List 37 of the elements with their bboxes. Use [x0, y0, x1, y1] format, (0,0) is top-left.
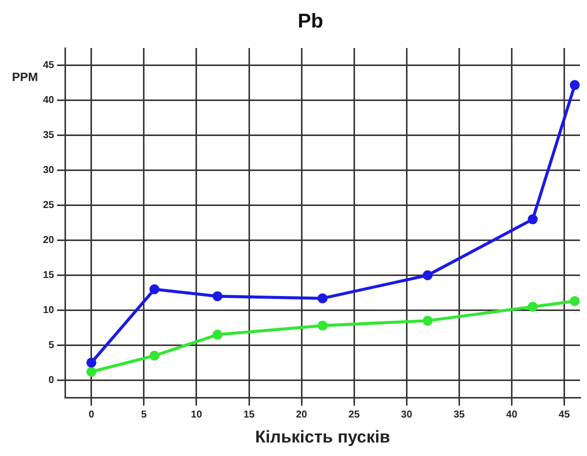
- point: [149, 284, 160, 294]
- x-tick-label: 0: [88, 409, 95, 420]
- y-axis-title: PPM: [12, 70, 38, 84]
- y-tick-label: 10: [43, 304, 55, 316]
- point: [528, 302, 538, 312]
- x-tick-label: 40: [506, 409, 518, 420]
- y-tick-label: 0: [48, 374, 55, 386]
- x-tick-label: 25: [348, 409, 360, 420]
- point: [212, 330, 222, 340]
- point: [212, 291, 222, 302]
- point: [422, 316, 433, 326]
- point: [528, 214, 538, 224]
- x-axis-title: Кількість пусків: [255, 427, 390, 446]
- y-tick-label: 40: [43, 95, 55, 106]
- x-tick-label: 15: [243, 409, 256, 420]
- x-tick-label: 35: [454, 409, 466, 420]
- y-tick-label: 25: [43, 200, 55, 212]
- x-tick-label: 10: [190, 409, 202, 420]
- y-tick-label: 35: [43, 130, 55, 142]
- point: [570, 80, 580, 90]
- x-tick-label: 20: [296, 409, 308, 420]
- x-tick-label: 5: [141, 409, 148, 420]
- point: [149, 350, 160, 361]
- x-tick-label: 30: [401, 409, 413, 420]
- point: [86, 358, 96, 368]
- y-tick-label: 5: [48, 340, 55, 351]
- point: [318, 293, 328, 304]
- y-tick-label: 45: [43, 60, 55, 72]
- point: [422, 270, 433, 280]
- y-tick-label: 15: [43, 270, 55, 281]
- x-tick-label: 45: [558, 409, 570, 420]
- y-tick-label: 20: [43, 235, 55, 246]
- point: [86, 366, 96, 377]
- point: [570, 296, 580, 306]
- y-tick-label: 30: [43, 165, 55, 176]
- point: [318, 320, 328, 331]
- chart-title: Pb: [298, 10, 324, 33]
